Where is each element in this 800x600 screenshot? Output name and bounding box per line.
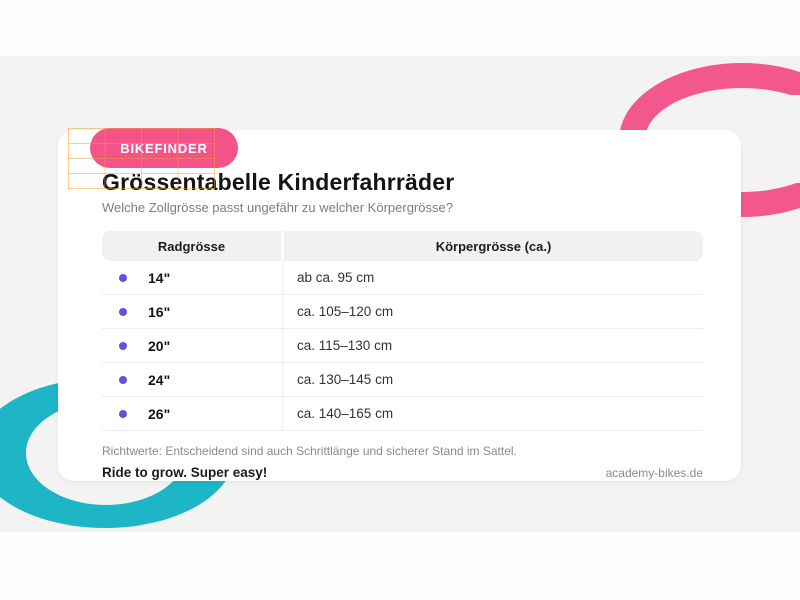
bullet-icon (119, 341, 127, 350)
table-row: 26" ca. 140–165 cm (102, 397, 703, 431)
column-header-body-height: Körpergrösse (ca.) (435, 238, 552, 254)
page-subtitle: Welche Zollgrösse passt ungefähr zu welc… (102, 200, 453, 215)
bullet-icon (119, 375, 127, 384)
table-header: Radgrösse Körpergrösse (ca.) (102, 231, 703, 261)
wheel-size: 14" (148, 269, 171, 286)
bullet-icon (119, 273, 127, 282)
website-label: academy-bikes.de (605, 466, 703, 480)
table-row: 14" ab ca. 95 cm (102, 261, 703, 295)
wheel-size: 20" (148, 337, 171, 354)
table-row: 16" ca. 105–120 cm (102, 295, 703, 329)
size-table: Radgrösse Körpergrösse (ca.) 14" ab ca. … (102, 231, 703, 431)
body-height: ca. 115–130 cm (297, 338, 393, 353)
brand-tagline: Ride to grow. Super easy! (102, 465, 268, 480)
wheel-size: 24" (148, 371, 171, 388)
size-chart-card: BIKEFINDER Grössentabelle Kinderfahrräde… (58, 128, 741, 481)
guideline-note: Richtwerte: Entscheidend sind auch Schri… (102, 444, 517, 458)
body-height: ca. 140–165 cm (297, 406, 394, 421)
table-row: 24" ca. 130–145 cm (102, 363, 703, 397)
body-height: ca. 130–145 cm (297, 372, 394, 387)
header-divider (281, 231, 284, 261)
bikefinder-badge: BIKEFINDER (90, 128, 238, 168)
body-height: ca. 105–120 cm (297, 304, 394, 319)
wheel-size: 16" (148, 303, 171, 320)
bullet-icon (119, 409, 127, 418)
bikefinder-badge-label: BIKEFINDER (120, 140, 208, 156)
table-row: 20" ca. 115–130 cm (102, 329, 703, 363)
bullet-icon (119, 307, 127, 316)
wheel-size: 26" (148, 405, 171, 422)
content-area: BIKEFINDER Grössentabelle Kinderfahrräde… (0, 56, 800, 532)
card-footer: Ride to grow. Super easy! academy-bikes.… (102, 465, 703, 480)
column-header-wheel-size: Radgrösse (157, 238, 226, 254)
body-height: ab ca. 95 cm (297, 270, 375, 285)
